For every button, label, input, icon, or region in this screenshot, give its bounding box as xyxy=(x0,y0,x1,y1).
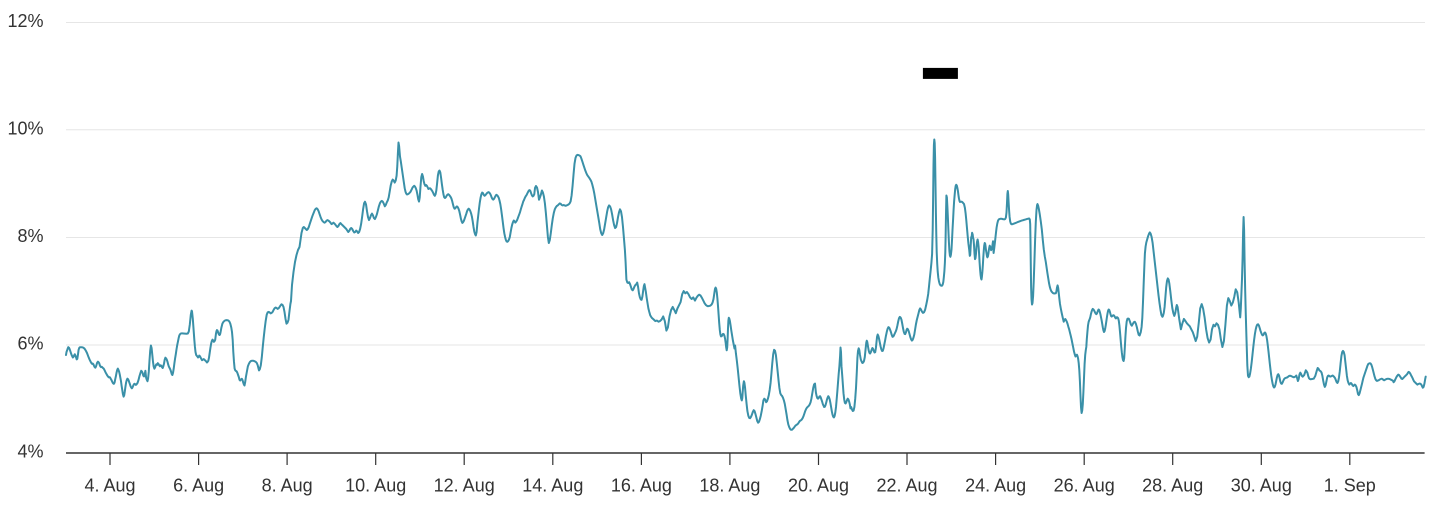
svg-text:16. Aug: 16. Aug xyxy=(611,475,672,495)
svg-text:24. Aug: 24. Aug xyxy=(965,475,1026,495)
svg-text:4%: 4% xyxy=(17,442,43,462)
svg-text:12. Aug: 12. Aug xyxy=(434,475,495,495)
svg-text:18. Aug: 18. Aug xyxy=(699,475,760,495)
svg-text:4. Aug: 4. Aug xyxy=(84,475,135,495)
svg-text:6%: 6% xyxy=(17,334,43,354)
svg-text:28. Aug: 28. Aug xyxy=(1142,475,1203,495)
svg-text:12%: 12% xyxy=(7,11,43,31)
svg-text:8. Aug: 8. Aug xyxy=(262,475,313,495)
svg-text:10%: 10% xyxy=(7,118,43,138)
svg-text:6. Aug: 6. Aug xyxy=(173,475,224,495)
svg-text:30. Aug: 30. Aug xyxy=(1231,475,1292,495)
svg-text:26. Aug: 26. Aug xyxy=(1054,475,1115,495)
svg-text:22. Aug: 22. Aug xyxy=(876,475,937,495)
svg-text:20. Aug: 20. Aug xyxy=(788,475,849,495)
svg-text:8%: 8% xyxy=(17,226,43,246)
svg-text:10. Aug: 10. Aug xyxy=(345,475,406,495)
svg-text:1. Sep: 1. Sep xyxy=(1324,475,1376,495)
svg-text:14. Aug: 14. Aug xyxy=(522,475,583,495)
